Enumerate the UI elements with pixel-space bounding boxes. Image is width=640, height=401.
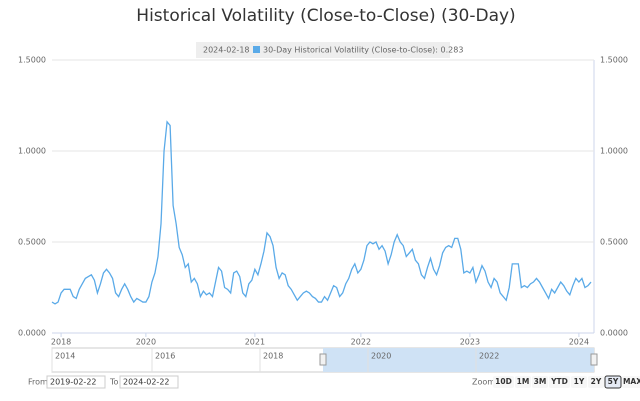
to-input[interactable] [119,375,179,389]
x-tick-label: 2022 [351,338,371,347]
zoom-button[interactable] [515,376,531,388]
zoom-button-label: 10D [495,377,512,386]
x-tick-label: 2023 [460,338,480,347]
chart-title: Historical Volatility (Close-to-Close) (… [136,6,515,26]
line-series [51,120,592,305]
y2-tick-label: 1.0000 [600,147,628,156]
tooltip-text: 30-Day Historical Volatility (Close-to-C… [263,46,463,55]
zoom-button-label: 3M [534,377,547,386]
zoom-button-label: 1M [517,377,530,386]
zoom-label: Zoom [472,378,495,387]
zoom-button[interactable] [604,375,622,389]
x-tick-label: 2020 [136,338,156,347]
navigator-label: 2016 [155,352,175,361]
y-tick-label: 0.5000 [18,238,46,247]
navigator-handle[interactable] [590,353,598,366]
zoom-button[interactable] [622,376,640,388]
x-tick-label: 2024 [569,338,589,347]
y-tick-label: 1.5000 [18,56,46,65]
zoom-button-label: 2Y [591,377,602,386]
y2-tick-label: 1.5000 [600,56,628,65]
zoom-button[interactable] [532,376,548,388]
zoom-button[interactable] [493,376,514,388]
y2-tick-label: 0.5000 [600,238,628,247]
navigator-label: 2018 [263,352,283,361]
tooltip-date: 2024-02-18 [203,46,250,55]
from-value: 2019-02-22 [50,378,97,387]
from-input[interactable] [46,375,106,389]
zoom-button-label: 1Y [574,377,585,386]
legend-swatch [253,46,260,53]
navigator-label: 2014 [55,352,75,361]
zoom-button-label: 5Y [608,377,619,386]
to-label: To [109,378,119,387]
navigator-handle[interactable] [319,353,327,366]
x-tick-label: 2018 [51,338,71,347]
navigator-label: 2022 [479,352,499,361]
navigator-label: 2020 [371,352,391,361]
y-tick-label: 0.0000 [18,329,46,338]
zoom-button[interactable] [588,376,604,388]
zoom-button[interactable] [549,376,570,388]
zoom-button[interactable] [571,376,587,388]
zoom-button-label: MAX [623,377,640,386]
y2-tick-label: 0.0000 [600,329,628,338]
to-value: 2024-02-22 [123,378,170,387]
navigator-selection[interactable] [323,348,594,372]
from-label: From [28,378,48,387]
zoom-button-label: YTD [550,377,568,386]
x-tick-label: 2021 [245,338,265,347]
y-tick-label: 1.0000 [18,147,46,156]
